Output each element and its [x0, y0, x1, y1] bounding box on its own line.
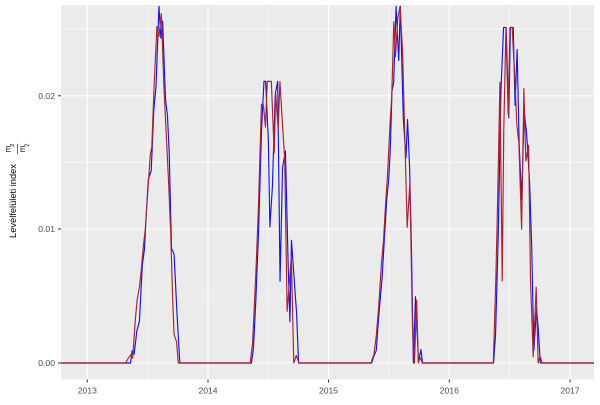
svg-text:2016: 2016 [440, 386, 459, 396]
svg-text:Levélfelületi index: Levélfelületi index [8, 164, 18, 238]
svg-text:2: 2 [10, 144, 16, 147]
svg-text:0.02: 0.02 [38, 91, 55, 101]
svg-text:2014: 2014 [198, 386, 217, 396]
svg-text:0.00: 0.00 [38, 358, 55, 368]
svg-text:2: 2 [24, 144, 30, 147]
svg-text:2015: 2015 [319, 386, 338, 396]
svg-text:2013: 2013 [78, 386, 97, 396]
svg-text:2017: 2017 [560, 386, 579, 396]
svg-text:0.01: 0.01 [38, 224, 55, 234]
